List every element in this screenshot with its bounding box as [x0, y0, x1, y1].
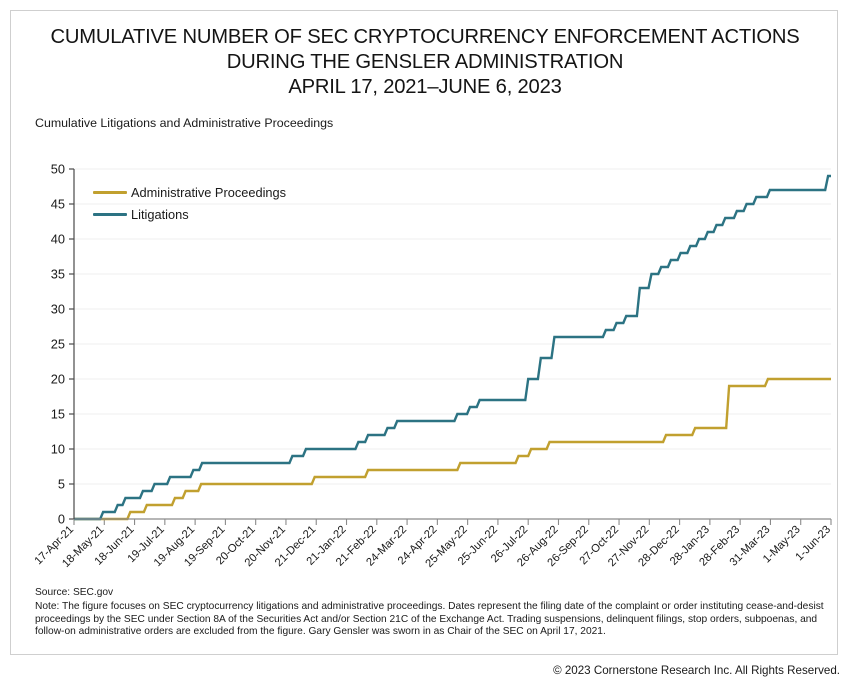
chart-legend: Administrative Proceedings Litigations	[93, 181, 286, 225]
legend-item-litigations[interactable]: Litigations	[93, 203, 286, 225]
y-tick-label: 40	[51, 232, 65, 247]
figure-notes: Source: SEC.gov Note: The figure focuses…	[35, 587, 825, 639]
y-tick-label: 30	[51, 302, 65, 317]
title-line-1: CUMULATIVE NUMBER OF SEC CRYPTOCURRENCY …	[50, 26, 800, 48]
note-line: Note: The figure focuses on SEC cryptocu…	[35, 600, 824, 638]
legend-item-administrative-proceedings[interactable]: Administrative Proceedings	[93, 181, 286, 203]
y-tick-label: 50	[51, 162, 65, 177]
gridlines-group	[74, 168, 831, 485]
legend-swatch-litigations	[93, 212, 127, 216]
y-tick-label: 20	[51, 372, 65, 387]
figure-panel: CUMULATIVE NUMBER OF SEC CRYPTOCURRENCY …	[10, 10, 838, 655]
source-line: Source: SEC.gov	[35, 587, 114, 598]
y-tick-label: 5	[58, 477, 65, 492]
chart-title-block: CUMULATIVE NUMBER OF SEC CRYPTOCURRENCY …	[11, 25, 839, 100]
y-tick-label: 0	[58, 512, 65, 527]
legend-label-administrative-proceedings: Administrative Proceedings	[131, 184, 287, 200]
legend-swatch-administrative-proceedings	[93, 190, 127, 194]
y-tick-label: 15	[51, 407, 65, 422]
legend-label-litigations: Litigations	[131, 206, 189, 222]
y-tick-label: 10	[51, 442, 65, 457]
y-tick-label: 35	[51, 267, 65, 282]
series-line-administrative-proceedings	[74, 377, 831, 521]
series-group	[74, 174, 831, 521]
chart-plot-area: 0 5 10 15 20 25 30 35 40 45 50 17-Apr-2118-May-211…	[32, 162, 833, 570]
y-tick-label: 45	[51, 197, 65, 212]
y-axis-title: Cumulative Litigations and Administrativ…	[35, 116, 334, 130]
copyright-line: © 2023 Cornerstone Research Inc. All Rig…	[553, 664, 840, 677]
title-line-3: APRIL 17, 2021–JUNE 6, 2023	[288, 76, 562, 98]
series-line-litigations	[74, 174, 831, 521]
y-tick-group: 0 5 10 15 20 25 30 35 40 45 50	[51, 162, 74, 527]
y-tick-label: 25	[51, 337, 65, 352]
x-tick-group: 17-Apr-2118-May-2118-Jun-2119-Jul-2119-A…	[32, 519, 833, 570]
title-line-2: DURING THE GENSLER ADMINISTRATION	[226, 51, 624, 73]
